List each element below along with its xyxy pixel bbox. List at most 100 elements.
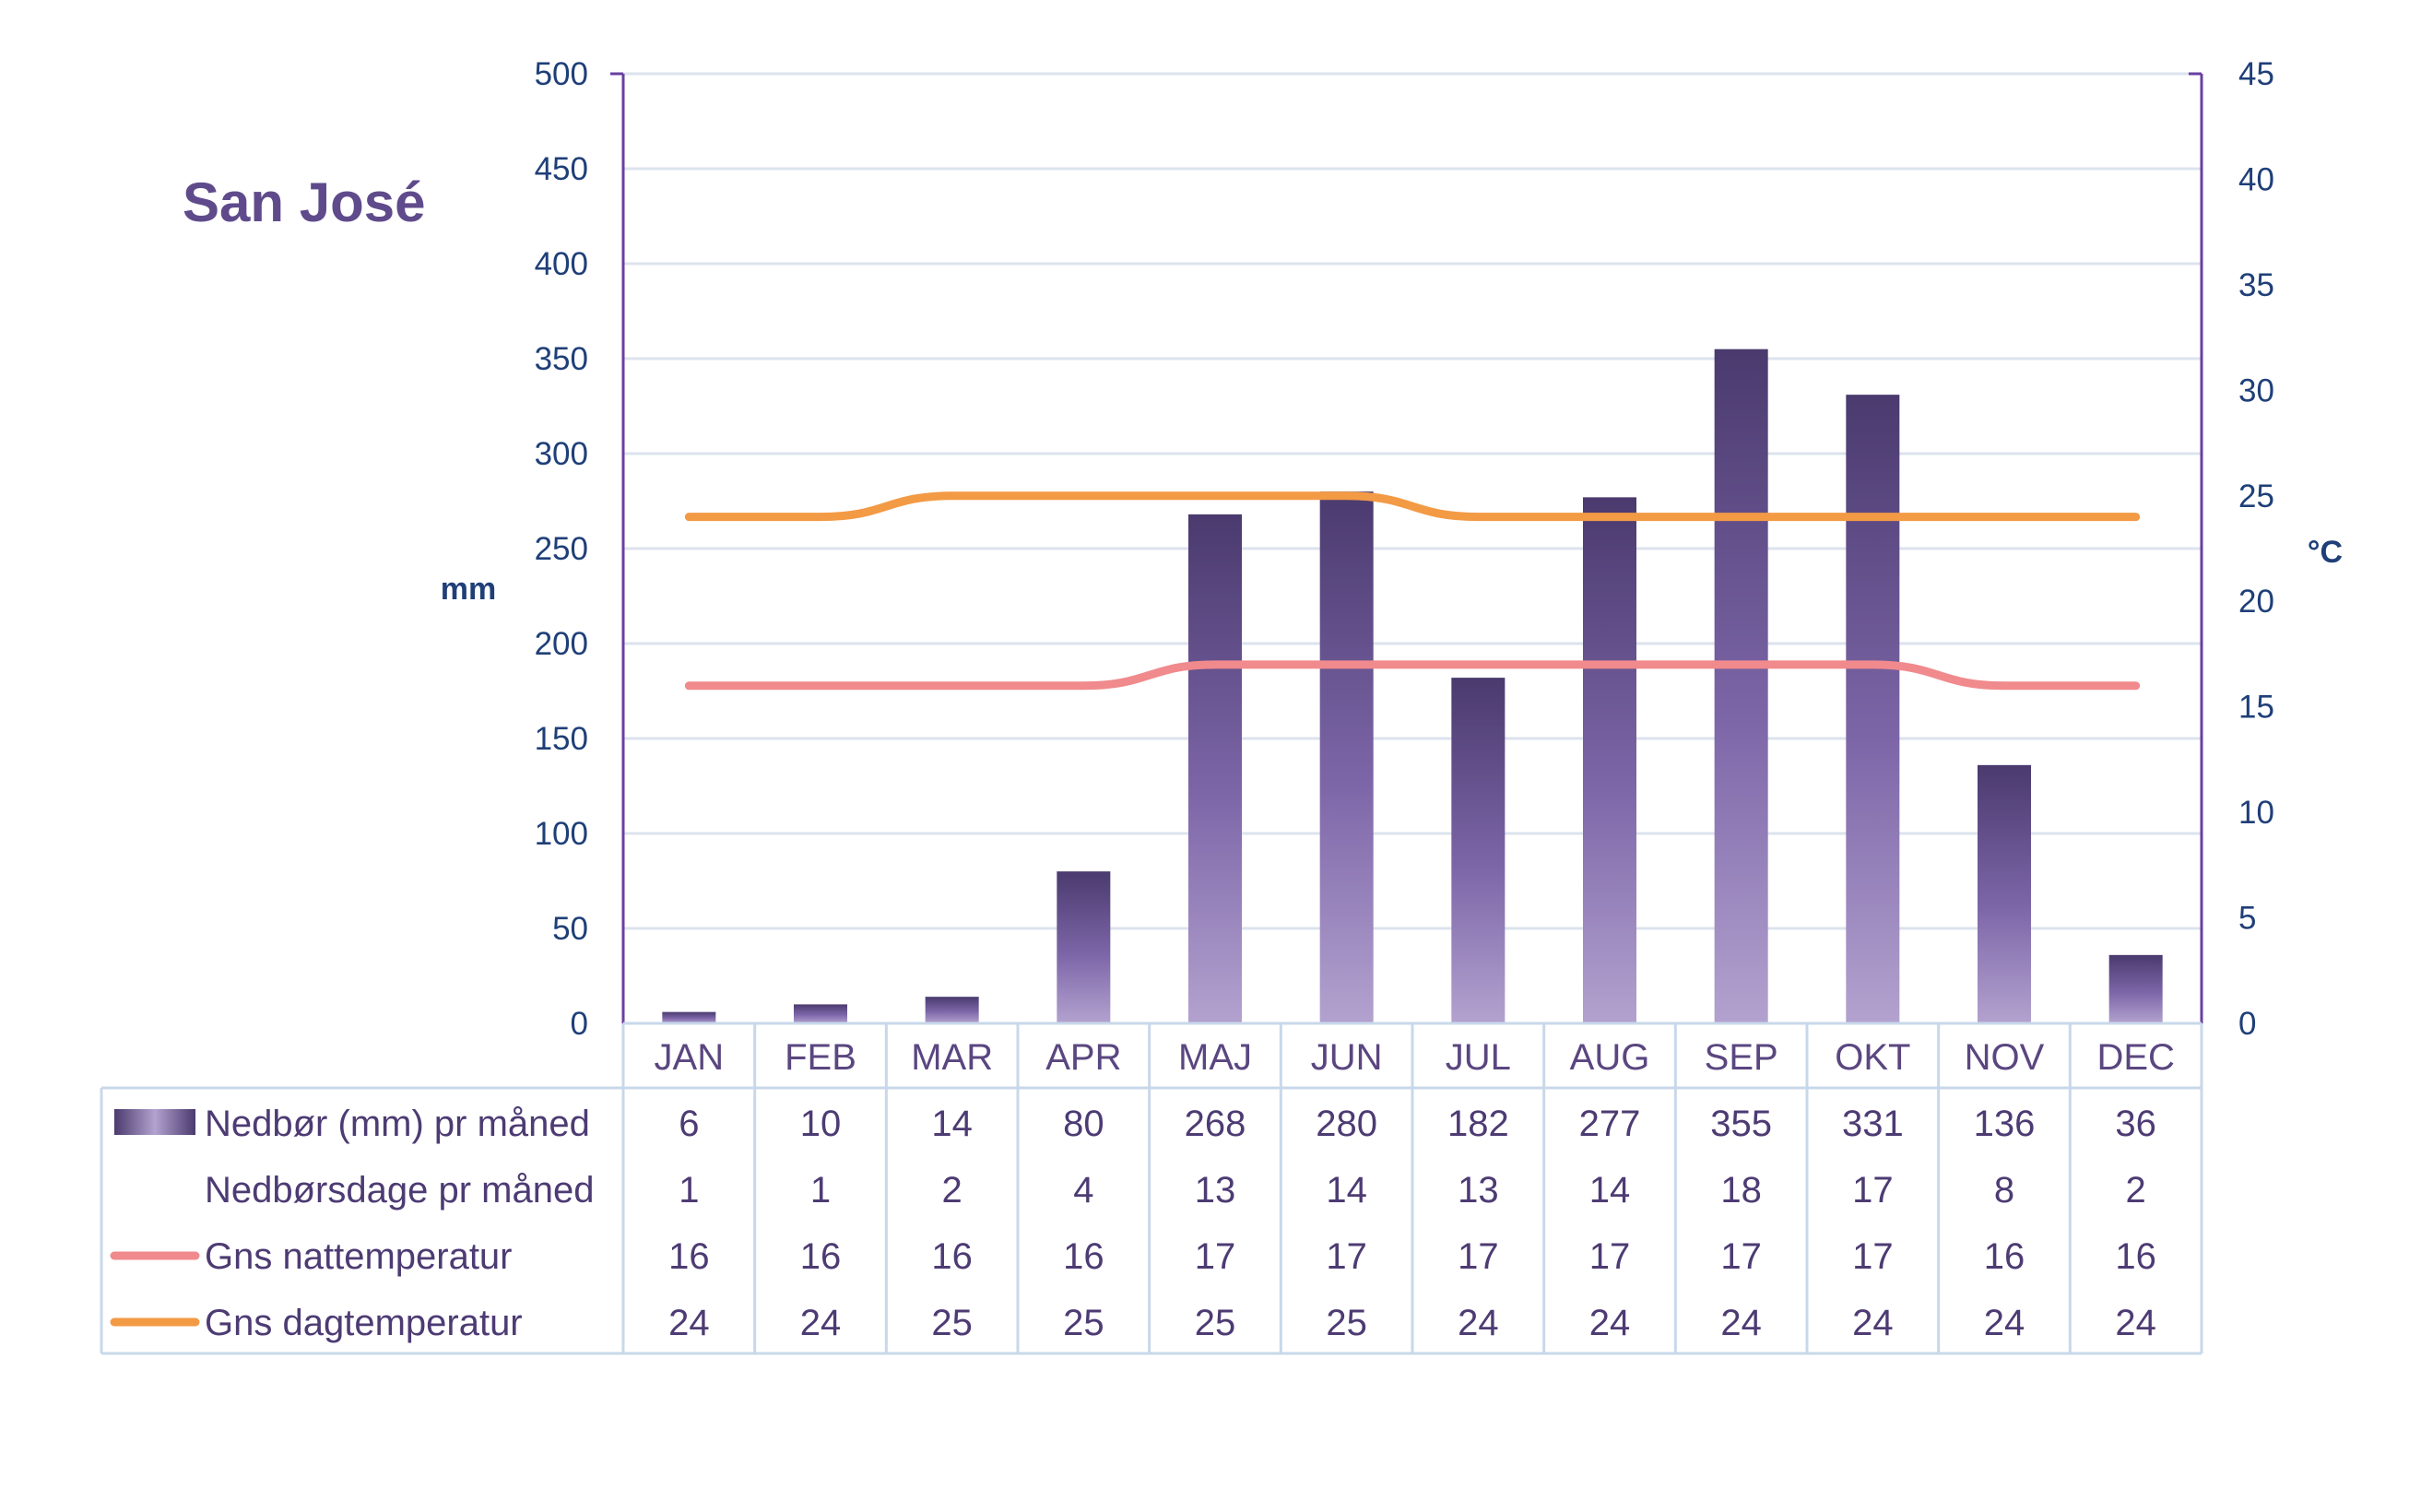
data-label: 24 xyxy=(1852,1303,1894,1343)
data-label: 14 xyxy=(1589,1170,1631,1211)
data-label: 13 xyxy=(1458,1170,1499,1211)
chart-title: San José xyxy=(183,171,425,233)
data-label: 1 xyxy=(679,1170,699,1211)
y-left-unit-label: mm xyxy=(441,572,496,607)
month-label: MAJ xyxy=(1178,1037,1252,1078)
y-left-tick-label: 50 xyxy=(552,911,588,947)
month-label: SEP xyxy=(1705,1037,1778,1078)
data-label: 355 xyxy=(1710,1104,1772,1144)
month-label: MAR xyxy=(911,1037,993,1078)
y-left-tick-label: 400 xyxy=(535,246,588,282)
series-label: Nedbør (mm) pr måned xyxy=(205,1104,590,1144)
data-label: 24 xyxy=(1720,1303,1762,1343)
month-label: NOV xyxy=(1965,1037,2045,1078)
data-label: 18 xyxy=(1720,1170,1762,1211)
data-label: 17 xyxy=(1720,1236,1762,1277)
night-temperature-line xyxy=(684,660,2141,691)
y-right-tick-label: 10 xyxy=(2238,795,2274,831)
data-label: 17 xyxy=(1589,1236,1631,1277)
month-label: AUG xyxy=(1570,1037,1650,1078)
month-label: DEC xyxy=(2096,1037,2174,1078)
data-label: 80 xyxy=(1063,1104,1104,1144)
y-left-tick-label: 450 xyxy=(535,151,588,187)
bar-okt xyxy=(1846,395,1900,1023)
data-label: 136 xyxy=(1974,1104,2036,1144)
data-label: 10 xyxy=(800,1104,842,1144)
data-label: 24 xyxy=(800,1303,842,1343)
bar-sep xyxy=(1714,348,1768,1023)
data-label: 280 xyxy=(1316,1104,1377,1144)
bar-mar xyxy=(925,997,979,1023)
data-label: 16 xyxy=(800,1236,842,1277)
data-label: 277 xyxy=(1579,1104,1641,1144)
bar-maj xyxy=(1188,514,1242,1023)
y-right-tick-label: 5 xyxy=(2238,901,2256,937)
data-label: 17 xyxy=(1195,1236,1236,1277)
data-label: 24 xyxy=(2115,1303,2156,1343)
data-label: 268 xyxy=(1185,1104,1246,1144)
data-label: 25 xyxy=(931,1303,973,1343)
data-label: 8 xyxy=(1994,1170,2014,1211)
data-label: 2 xyxy=(2126,1170,2146,1211)
data-label: 17 xyxy=(1326,1236,1367,1277)
data-label: 24 xyxy=(668,1303,710,1343)
bar-feb xyxy=(794,1004,847,1023)
bar-dec xyxy=(2108,954,2163,1023)
data-label: 16 xyxy=(931,1236,973,1277)
data-label: 16 xyxy=(2115,1236,2156,1277)
series-label: Nedbørsdage pr måned xyxy=(205,1170,594,1211)
y-right-tick-label: 15 xyxy=(2238,690,2274,726)
data-label: 16 xyxy=(1984,1236,2025,1277)
data-label: 36 xyxy=(2115,1104,2156,1144)
y-right-tick-label: 40 xyxy=(2238,161,2274,197)
series-label: Gns nattemperatur xyxy=(205,1236,513,1277)
data-label: 1 xyxy=(810,1170,831,1211)
data-label: 331 xyxy=(1842,1104,1904,1144)
y-right-tick-label: 25 xyxy=(2238,478,2274,514)
month-label: FEB xyxy=(785,1037,856,1078)
y-right-tick-label: 35 xyxy=(2238,267,2274,303)
y-right-tick-label: 0 xyxy=(2238,1006,2256,1042)
bar-jan xyxy=(662,1011,716,1023)
day-temperature-line xyxy=(684,491,2141,522)
data-label: 25 xyxy=(1195,1303,1236,1343)
data-label: 16 xyxy=(1063,1236,1104,1277)
data-label: 2 xyxy=(942,1170,962,1211)
y-left-tick-label: 250 xyxy=(535,531,588,567)
bar-jul xyxy=(1451,678,1506,1023)
y-left-tick-label: 150 xyxy=(535,721,588,757)
series-label: Gns dagtemperatur xyxy=(205,1303,523,1343)
data-label: 24 xyxy=(1984,1303,2025,1343)
y-left-tick-label: 0 xyxy=(571,1006,588,1042)
data-label: 14 xyxy=(1326,1170,1367,1211)
data-label: 25 xyxy=(1063,1303,1104,1343)
legend-key-precipitation xyxy=(114,1109,195,1135)
y-left-tick-label: 300 xyxy=(535,436,588,472)
data-label: 182 xyxy=(1447,1104,1509,1144)
data-label: 24 xyxy=(1589,1303,1631,1343)
month-label: OKT xyxy=(1835,1037,1910,1078)
data-label: 17 xyxy=(1852,1170,1894,1211)
data-label: 13 xyxy=(1195,1170,1236,1211)
data-label: 6 xyxy=(679,1104,699,1144)
bar-aug xyxy=(1583,497,1636,1023)
month-label: JUL xyxy=(1446,1037,1511,1078)
bar-apr xyxy=(1057,871,1111,1023)
month-label: JAN xyxy=(655,1037,725,1078)
y-right-tick-label: 30 xyxy=(2238,372,2274,408)
y-left-tick-label: 500 xyxy=(535,56,588,92)
month-label: JUN xyxy=(1311,1037,1383,1078)
data-label: 14 xyxy=(931,1104,973,1144)
month-label: APR xyxy=(1045,1037,1121,1078)
bar-jun xyxy=(1319,491,1374,1023)
data-label: 17 xyxy=(1852,1236,1894,1277)
data-label: 24 xyxy=(1458,1303,1499,1343)
data-label: 25 xyxy=(1326,1303,1367,1343)
bar-nov xyxy=(1978,764,2031,1023)
y-right-tick-label: 20 xyxy=(2238,584,2274,620)
data-label: 16 xyxy=(668,1236,710,1277)
data-label: 17 xyxy=(1458,1236,1499,1277)
y-right-tick-label: 45 xyxy=(2238,56,2274,92)
y-left-tick-label: 350 xyxy=(535,341,588,377)
